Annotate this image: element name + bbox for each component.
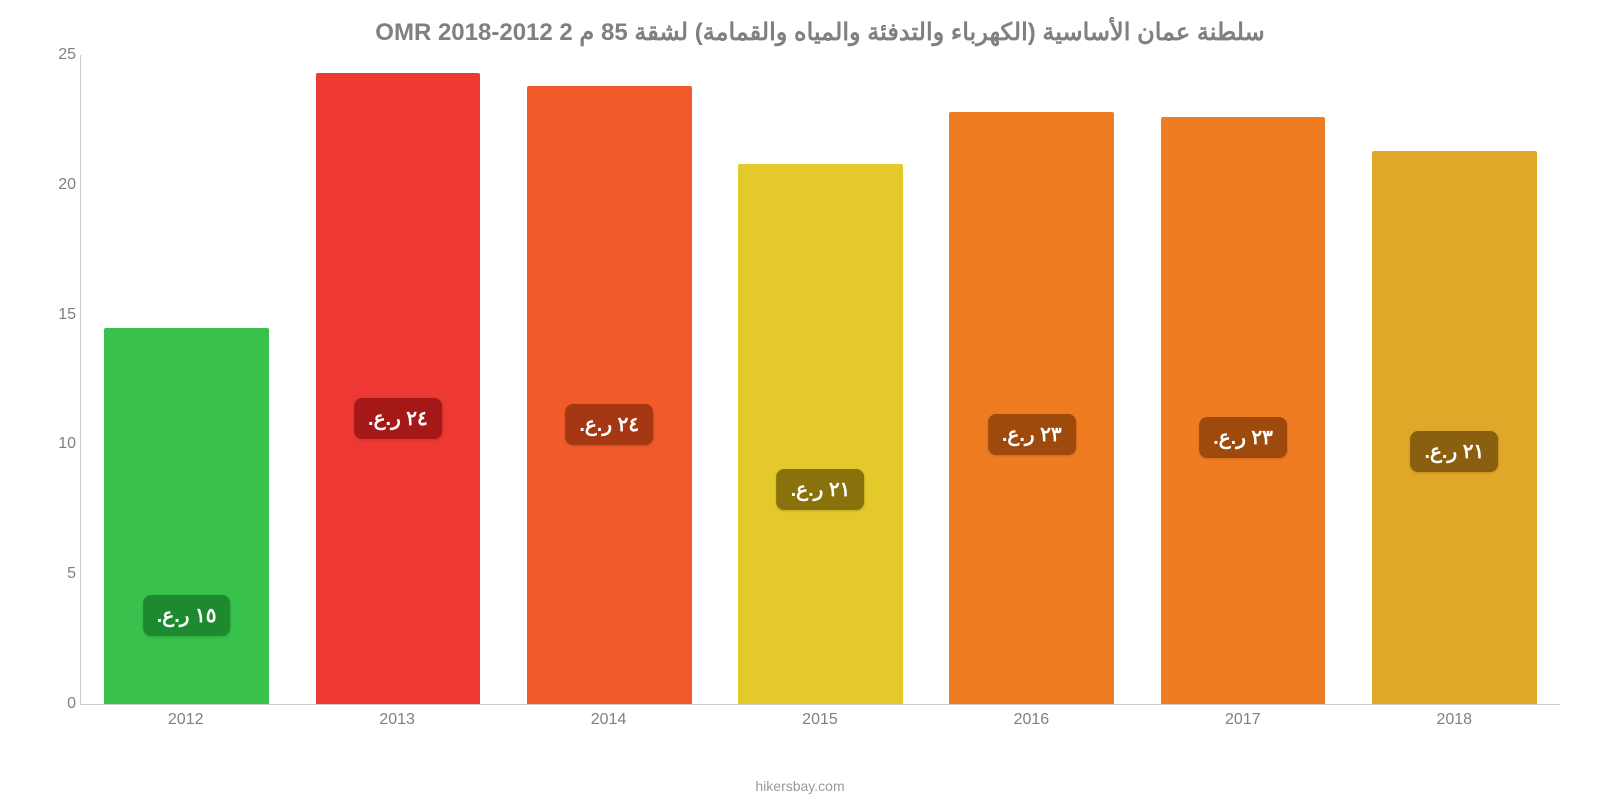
bar-value-label: ٢١ ر.ع. — [1410, 431, 1498, 472]
y-tick-label: 20 — [31, 176, 76, 194]
bar-value-label: ٢٤ ر.ع. — [354, 398, 442, 439]
bars-region: ١٥ ر.ع. ٢٤ ر.ع. ٢٤ ر.ع. ٢١ ر.ع. ٢٣ ر.ع. ٢٣ ر.… — [81, 55, 1560, 704]
x-tick-label: 2015 — [714, 705, 925, 735]
bar-slot: ٢٤ ر.ع. — [504, 55, 715, 704]
bar: ٢٤ ر.ع. — [316, 73, 481, 704]
bar-slot: ٢٤ ر.ع. — [292, 55, 503, 704]
bar-slot: ٢٣ ر.ع. — [926, 55, 1137, 704]
bar: ٢٣ ر.ع. — [949, 112, 1114, 704]
x-tick-label: 2016 — [926, 705, 1137, 735]
y-tick-label: 0 — [31, 695, 76, 713]
x-tick-label: 2014 — [503, 705, 714, 735]
x-axis-labels: 2012201320142015201620172018 — [80, 705, 1560, 735]
bar: ٢٣ ر.ع. — [1161, 117, 1326, 704]
chart-title: سلطنة عمان الأساسية (الكهرباء والتدفئة و… — [80, 18, 1560, 47]
bar-slot: ٢١ ر.ع. — [715, 55, 926, 704]
bar-slot: ٢٣ ر.ع. — [1137, 55, 1348, 704]
x-tick-label: 2018 — [1349, 705, 1560, 735]
bar-value-label: ٢١ ر.ع. — [777, 469, 865, 510]
bar-value-label: ٢٤ ر.ع. — [565, 404, 653, 445]
x-tick-label: 2013 — [291, 705, 502, 735]
plot-outer: ١٥ ر.ع. ٢٤ ر.ع. ٢٤ ر.ع. ٢١ ر.ع. ٢٣ ر.ع. ٢٣ ر.… — [80, 55, 1560, 735]
y-tick-label: 25 — [31, 46, 76, 64]
bar-value-label: ١٥ ر.ع. — [143, 595, 231, 636]
x-tick-label: 2012 — [80, 705, 291, 735]
bar: ١٥ ر.ع. — [104, 328, 269, 704]
bar-value-label: ٢٣ ر.ع. — [988, 414, 1076, 455]
bar-slot: ٢١ ر.ع. — [1349, 55, 1560, 704]
chart-container: سلطنة عمان الأساسية (الكهرباء والتدفئة و… — [0, 0, 1600, 800]
bar: ٢٤ ر.ع. — [527, 86, 692, 704]
y-tick-label: 10 — [31, 435, 76, 453]
bar: ٢١ ر.ع. — [738, 164, 903, 704]
source-attribution: hikersbay.com — [0, 778, 1600, 794]
y-tick-label: 5 — [31, 565, 76, 583]
bar-value-label: ٢٣ ر.ع. — [1199, 417, 1287, 458]
plot-area: ١٥ ر.ع. ٢٤ ر.ع. ٢٤ ر.ع. ٢١ ر.ع. ٢٣ ر.ع. ٢٣ ر.… — [80, 55, 1560, 705]
bar: ٢١ ر.ع. — [1372, 151, 1537, 704]
bar-slot: ١٥ ر.ع. — [81, 55, 292, 704]
y-tick-label: 15 — [31, 306, 76, 324]
x-tick-label: 2017 — [1137, 705, 1348, 735]
